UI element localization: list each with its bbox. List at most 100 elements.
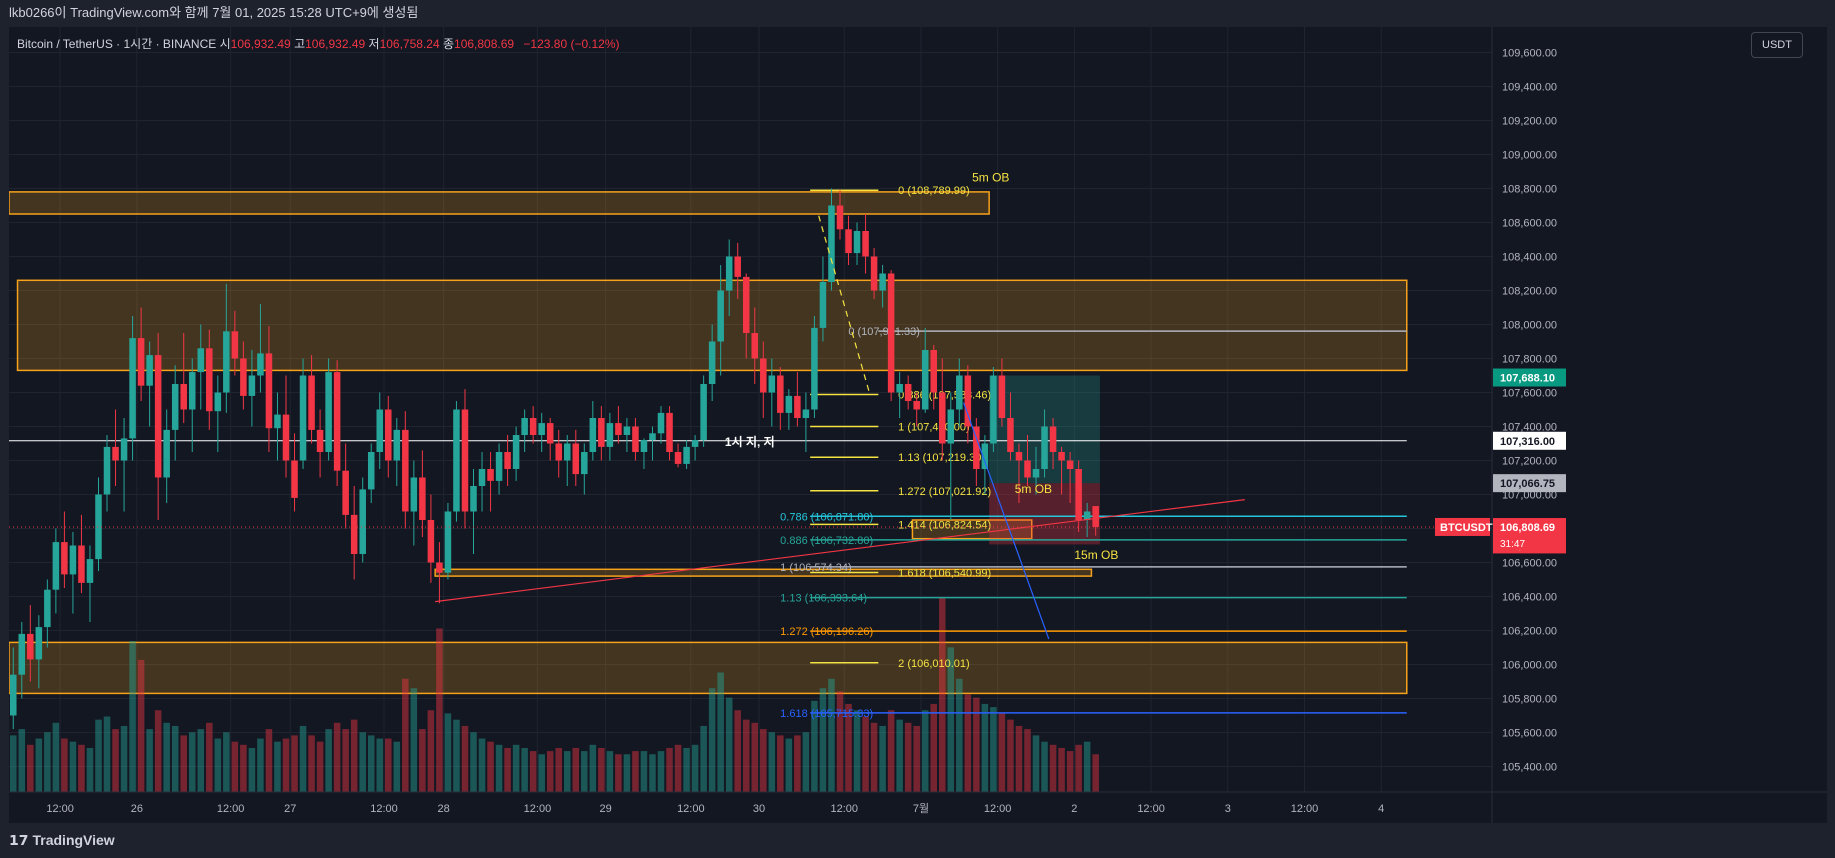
volume-bar xyxy=(717,672,724,792)
candle-body xyxy=(1015,452,1023,461)
volume-bar xyxy=(666,747,673,792)
tradingview-logo[interactable]: 𝟭𝟳 TradingView xyxy=(9,832,115,849)
volume-bar xyxy=(342,729,349,792)
candle-body xyxy=(870,256,878,291)
y-tick-label: 106,200.00 xyxy=(1502,626,1557,638)
candle-body xyxy=(546,423,554,444)
candle-body xyxy=(35,627,43,660)
volume-bar xyxy=(751,722,759,792)
ob-zone xyxy=(9,641,1408,695)
high-value: 106,932.49 xyxy=(305,37,366,51)
volume-bar xyxy=(819,688,827,792)
x-tick-label: 12:00 xyxy=(1291,803,1319,815)
y-tick-label: 105,800.00 xyxy=(1502,694,1557,706)
volume-bar xyxy=(1007,719,1014,792)
volume-bar xyxy=(606,751,614,792)
volume-bar xyxy=(760,729,767,792)
volume-bar xyxy=(973,697,980,792)
candle-body xyxy=(845,229,852,254)
candle-body xyxy=(777,375,784,413)
candle-body xyxy=(930,350,938,393)
volume-bar xyxy=(990,707,997,792)
fib-level-label: 1.272 (106,196.26) xyxy=(780,626,873,638)
x-tick-label: 12:00 xyxy=(370,803,398,815)
volume-bar xyxy=(112,729,119,792)
candle-body xyxy=(717,290,724,342)
candle-body xyxy=(402,429,409,512)
volume-bar xyxy=(325,729,332,792)
volume-bar xyxy=(1075,744,1082,792)
x-tick-label: 3 xyxy=(1225,803,1231,815)
open-label: 시 xyxy=(219,37,231,51)
candle-body xyxy=(282,414,290,461)
volume-bar xyxy=(197,729,205,792)
tradingview-logo-text: TradingView xyxy=(32,832,115,848)
candle-body xyxy=(52,542,60,590)
volume-bar xyxy=(742,719,750,792)
candle-body xyxy=(538,423,545,435)
candle-body xyxy=(18,633,26,675)
candle-body xyxy=(674,452,682,464)
currency-button[interactable]: USDT xyxy=(1751,32,1803,58)
volume-bar xyxy=(649,754,656,792)
bottom-bar: 𝟭𝟳 TradingView xyxy=(0,823,1835,858)
countdown: 31:47 xyxy=(1500,539,1525,550)
volume-bar xyxy=(257,738,264,792)
price-axis-tag: 107,316.00 xyxy=(1500,436,1555,448)
candle-body xyxy=(981,443,989,469)
volume-bar xyxy=(768,732,776,792)
volume-bar xyxy=(546,751,554,792)
volume-bar xyxy=(956,678,963,792)
candle-body xyxy=(478,469,486,486)
y-tick-label: 106,000.00 xyxy=(1502,660,1557,672)
volume-bar xyxy=(308,735,315,792)
x-tick-label: 29 xyxy=(599,803,611,815)
change-value: −123.80 (−0.12%) xyxy=(523,37,620,51)
candle-body xyxy=(589,418,597,452)
x-tick-label: 4 xyxy=(1378,803,1384,815)
volume-bar xyxy=(146,729,153,792)
volume-bar xyxy=(333,722,341,792)
candle-body xyxy=(512,435,520,469)
volume-bar xyxy=(777,735,784,792)
ob-zone-label: 15m OB xyxy=(1074,548,1118,562)
volume-bar xyxy=(214,738,222,792)
volume-bar xyxy=(640,751,648,792)
candle-body xyxy=(819,282,827,328)
candle-body xyxy=(291,460,298,498)
volume-bar xyxy=(598,747,605,792)
volume-bar xyxy=(223,732,230,792)
candle-body xyxy=(691,440,699,447)
volume-bar xyxy=(18,729,26,792)
price-chart[interactable]: 1시 지, 저 0 (108,789.99) 0 (107,961.33) 0.886… xyxy=(9,27,1827,823)
x-tick-label: 2 xyxy=(1071,803,1077,815)
y-tick-label: 109,600.00 xyxy=(1502,48,1557,60)
candle-body xyxy=(1092,506,1099,527)
volume-bar xyxy=(495,744,503,792)
y-tick-label: 108,000.00 xyxy=(1502,320,1557,332)
volume-bar xyxy=(137,659,145,792)
chart-frame[interactable]: 1시 지, 저 0 (108,789.99) 0 (107,961.33) 0.886… xyxy=(9,27,1827,823)
candle-body xyxy=(359,489,366,554)
volume-bar xyxy=(1083,741,1091,792)
candle-body xyxy=(299,375,307,461)
fib-level-label: 1.414 (106,824.54) xyxy=(898,519,991,531)
candle-body xyxy=(163,429,170,478)
candle-body xyxy=(427,520,435,563)
symbol-legend: Bitcoin / TetherUS · 1시간 · BINANCE 시106,… xyxy=(17,35,620,52)
candle-body xyxy=(376,409,384,452)
volume-bar xyxy=(188,732,196,792)
volume-bar xyxy=(61,738,68,792)
candle-body xyxy=(180,384,187,410)
volume-bar xyxy=(163,722,170,792)
volume-bar xyxy=(555,747,562,792)
open-value: 106,932.49 xyxy=(230,37,291,51)
volume-bar xyxy=(811,700,818,792)
candle-body xyxy=(657,412,665,434)
snapshot-title: lkb0266이 TradingView.com와 함께 7월 01, 2025… xyxy=(9,5,419,20)
horizontal-line-label: 1시 지, 저 xyxy=(725,434,775,449)
candle-body xyxy=(811,327,818,410)
volume-bar xyxy=(828,678,835,792)
fib-level-label: 0.886 (106,732.80) xyxy=(780,535,873,547)
volume-bar xyxy=(206,722,213,792)
